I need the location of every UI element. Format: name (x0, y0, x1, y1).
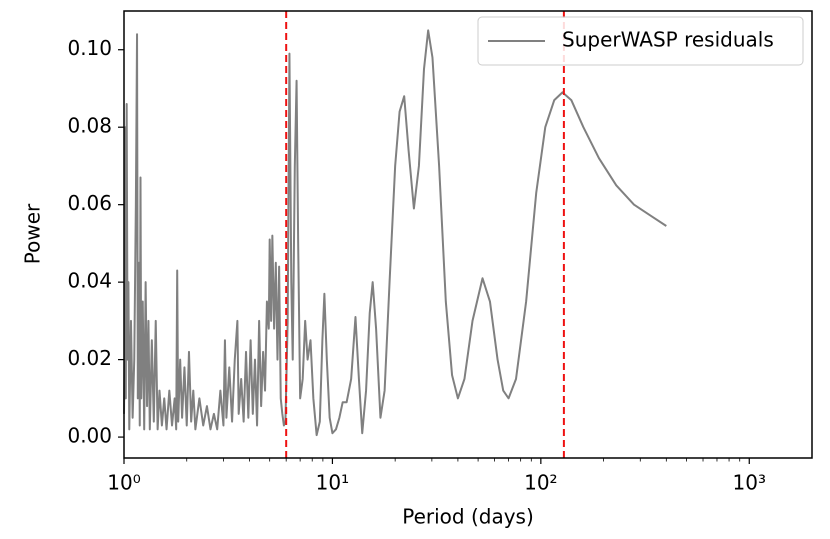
data-line (123, 29, 667, 437)
y-tick-label: 0.08 (67, 114, 112, 138)
x-tick-label: 10² (524, 471, 557, 495)
legend-box (477, 16, 804, 66)
y-tick-label: 0.00 (67, 424, 112, 448)
plot-frame (123, 10, 813, 459)
y-tick-label: 0.02 (67, 346, 112, 370)
y-tick-label: 0.04 (67, 269, 112, 293)
y-tick-label: 0.06 (67, 191, 112, 215)
x-tick-label: 10³ (733, 471, 766, 495)
x-tick-label: 10⁰ (107, 471, 140, 495)
y-tick-label: 0.10 (67, 36, 112, 60)
legend-label: SuperWASP residuals (562, 28, 774, 52)
x-axis-label: Period (days) (402, 505, 534, 529)
x-tick-label: 10¹ (316, 471, 349, 495)
y-axis-label: Power (21, 203, 45, 264)
